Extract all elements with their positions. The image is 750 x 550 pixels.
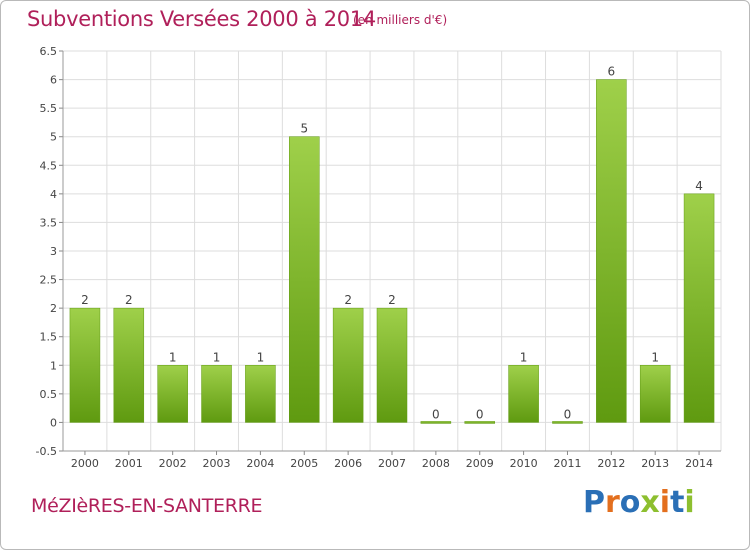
y-tick-label: 6.5 <box>40 45 58 58</box>
bars <box>69 79 715 424</box>
bar <box>245 365 276 423</box>
bar-value-label: 2 <box>125 293 133 307</box>
x-tick-label: 2007 <box>378 457 406 470</box>
bar-value-label: 0 <box>432 407 440 421</box>
x-tick-label: 2006 <box>334 457 362 470</box>
logo-letter: o <box>619 485 641 520</box>
x-tick-label: 2008 <box>422 457 450 470</box>
x-tick-label: 2013 <box>641 457 669 470</box>
x-tick-label: 2001 <box>115 457 143 470</box>
x-tick-label: 2012 <box>597 457 625 470</box>
x-tick-label: 2005 <box>290 457 318 470</box>
bar <box>508 365 539 423</box>
bar-value-label: 1 <box>520 350 528 364</box>
bar <box>639 365 671 423</box>
y-tick-label: 1 <box>50 359 57 372</box>
y-tick-label: 4.5 <box>40 159 58 172</box>
bar <box>420 421 452 424</box>
x-tick-label: 2010 <box>510 457 538 470</box>
bar <box>683 193 715 423</box>
bar-value-label: 5 <box>300 122 308 136</box>
bar <box>113 307 145 423</box>
logo-letter: x <box>640 485 660 520</box>
y-tick-label: -0.5 <box>36 445 57 458</box>
bar <box>596 79 627 423</box>
bar-value-label: 4 <box>695 179 703 193</box>
bar <box>157 365 188 423</box>
bar-value-label: 0 <box>476 407 484 421</box>
logo-letter: i <box>684 485 695 520</box>
x-tick-label: 2004 <box>246 457 274 470</box>
bar-value-label: 1 <box>257 350 265 364</box>
chart-subtitle: (en milliers d'€) <box>353 13 448 27</box>
x-tick-label: 2003 <box>203 457 231 470</box>
bar-value-label: 6 <box>608 65 616 79</box>
x-tick-label: 2000 <box>71 457 99 470</box>
y-tick-label: 2.5 <box>40 274 58 287</box>
y-tick-label: 4 <box>50 188 57 201</box>
bar <box>552 421 583 424</box>
bar <box>201 365 232 423</box>
data-labels: 2 2 1 1 1 5 2 2 0 0 1 0 6 1 4 <box>81 65 703 422</box>
bar <box>69 307 101 423</box>
bar-value-label: 1 <box>213 350 221 364</box>
bar-value-label: 2 <box>344 293 352 307</box>
bar <box>332 307 364 423</box>
x-tick-label: 2011 <box>553 457 581 470</box>
bar-value-label: 1 <box>169 350 177 364</box>
logo-letter: P <box>583 485 605 520</box>
y-tick-label: 0 <box>50 416 57 429</box>
logo-letter: t <box>670 485 685 520</box>
y-tick-label: 5 <box>50 131 57 144</box>
y-tick-label: 3 <box>50 245 57 258</box>
y-tick-label: 6 <box>50 74 57 87</box>
y-tick-label: 2 <box>50 302 57 315</box>
bar <box>376 307 408 423</box>
x-tick-label: 2002 <box>159 457 187 470</box>
proxiti-logo: Proxiti <box>583 485 695 520</box>
x-tick-label: 2009 <box>466 457 494 470</box>
bar-value-label: 2 <box>388 293 396 307</box>
y-tick-label: 3.5 <box>40 216 58 229</box>
logo-letter: r <box>605 485 620 520</box>
chart-title: Subventions Versées 2000 à 2014 <box>27 7 376 31</box>
bar-value-label: 0 <box>564 407 572 421</box>
y-tick-label: 1.5 <box>40 331 58 344</box>
y-tick-label: 0.5 <box>40 388 58 401</box>
bar-value-label: 2 <box>81 293 89 307</box>
x-tick-label: 2014 <box>685 457 713 470</box>
bar <box>289 136 320 423</box>
bar <box>464 421 495 424</box>
logo-letter: i <box>659 485 671 520</box>
commune-name: MéZIèRES-EN-SANTERRE <box>31 495 263 517</box>
bar-value-label: 1 <box>651 350 659 364</box>
y-tick-label: 5.5 <box>40 102 58 115</box>
